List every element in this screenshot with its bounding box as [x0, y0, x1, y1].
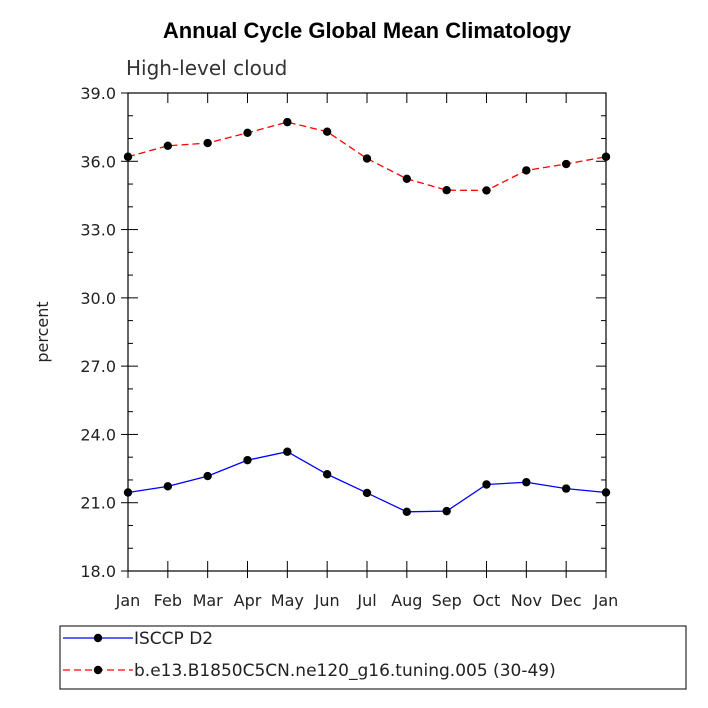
legend: ISCCP D2 b.e13.B1850C5CN.ne120_g16.tuning…: [59, 625, 687, 690]
chart-title: Annual Cycle Global Mean Climatology: [163, 18, 572, 43]
series-2-point: [322, 127, 332, 136]
y-tick-label: 36.0: [80, 152, 116, 171]
series-1-point: [163, 482, 173, 491]
series-line-1: [127, 451, 607, 513]
y-tick-label: 39.0: [80, 84, 116, 103]
series-2-point: [203, 138, 212, 148]
x-tick-label: Jul: [356, 591, 376, 610]
chart-subtitle: High-level cloud: [126, 56, 287, 80]
y-axis-label: percent: [33, 301, 52, 362]
axis-ticks: 18.0 21.0 24.0 27.0 30.0 33.0 36.0 39.0 Jan Feb Ma…: [80, 84, 618, 610]
x-tick-label: Dec: [551, 591, 582, 610]
x-tick-label: Jan: [593, 591, 619, 610]
x-tick-label: Nov: [511, 591, 542, 610]
series-1-point: [601, 488, 611, 497]
y-tick-label: 24.0: [80, 425, 116, 444]
series-1-point: [243, 455, 252, 465]
plot-frame: [127, 92, 607, 572]
x-tick-label: Jan: [115, 591, 141, 610]
series-2-point: [442, 185, 451, 195]
series-2-point: [123, 152, 133, 161]
series-2-point: [482, 186, 491, 195]
x-tick-label: Oct: [473, 591, 501, 610]
x-tick-label: Apr: [234, 591, 262, 610]
y-tick-label: 21.0: [80, 494, 116, 513]
x-tick-label: Sep: [432, 591, 462, 610]
series-2-point: [522, 166, 531, 175]
series-1-point: [283, 447, 292, 456]
series-1-point: [402, 507, 412, 517]
series-2-point: [163, 141, 173, 151]
x-tick-label: Aug: [391, 591, 422, 610]
series-2-point: [243, 128, 252, 138]
series-2-point: [561, 159, 571, 169]
series-1-point: [561, 484, 571, 493]
data-series: [123, 117, 611, 517]
series-1-point: [322, 470, 332, 479]
series-2-point: [402, 174, 412, 184]
legend-entry-label: b.e13.B1850C5CN.ne120_g16.tuning.005 (30…: [134, 661, 556, 681]
series-1-point: [123, 488, 133, 497]
series-1-point: [203, 471, 212, 481]
y-tick-label: 27.0: [80, 357, 116, 376]
legend-entry-label: ISCCP D2: [134, 629, 213, 649]
legend-swatch-marker: [93, 665, 103, 675]
x-tick-label: Feb: [154, 591, 182, 610]
x-tick-label: May: [271, 591, 304, 610]
x-tick-label: Jun: [314, 591, 340, 610]
y-tick-label: 18.0: [80, 562, 116, 581]
legend-box: [59, 625, 687, 690]
series-2-point: [362, 154, 372, 163]
series-1-point: [482, 480, 491, 489]
y-tick-label: 33.0: [80, 221, 116, 240]
legend-swatch-marker: [93, 633, 103, 643]
series-1-point: [362, 488, 372, 498]
x-tick-label: Mar: [193, 591, 224, 610]
series-2-point: [601, 152, 611, 161]
series-1-point: [522, 478, 531, 487]
series-1-point: [442, 506, 451, 516]
series-2-point: [283, 117, 292, 127]
y-tick-label: 30.0: [80, 289, 116, 308]
